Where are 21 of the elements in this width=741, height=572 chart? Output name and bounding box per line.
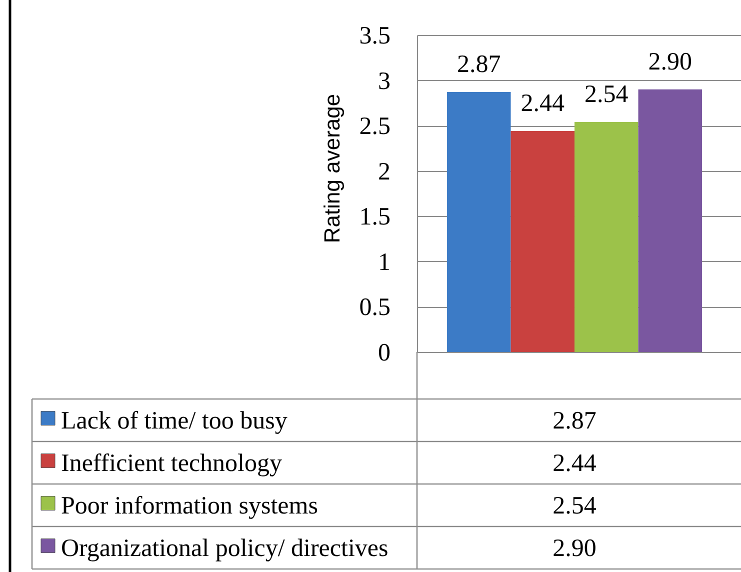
y-tick-label: 2 [378,158,390,186]
y-axis-title: Rating average [320,94,344,244]
legend-label: Inefficient technology [61,450,282,477]
data-label: 2.44 [520,90,566,118]
y-tick-label: 2.5 [359,113,390,140]
y-tick-label: 1.5 [359,204,390,231]
text: 2.87 [552,407,596,434]
y-tick-label: 3.5 [359,22,390,50]
data-label: 2.90 [648,48,692,76]
y-tick-label: 1 [378,248,390,276]
data-label: 2.54 [584,80,629,108]
y-tick-label: 0.5 [359,294,390,322]
text: 2.44 [552,450,596,477]
y-tick-label: 3 [378,68,390,95]
y-tick-label: 0 [378,340,390,366]
data-label: 2.87 [457,51,501,78]
text: 2.90 [552,534,596,562]
text: 2.54 [552,492,596,520]
legend-label: Poor information systems [61,492,318,520]
legend-label: Organizational policy/ directives [61,534,388,562]
legend-label: Lack of time/ too busy [61,407,288,434]
